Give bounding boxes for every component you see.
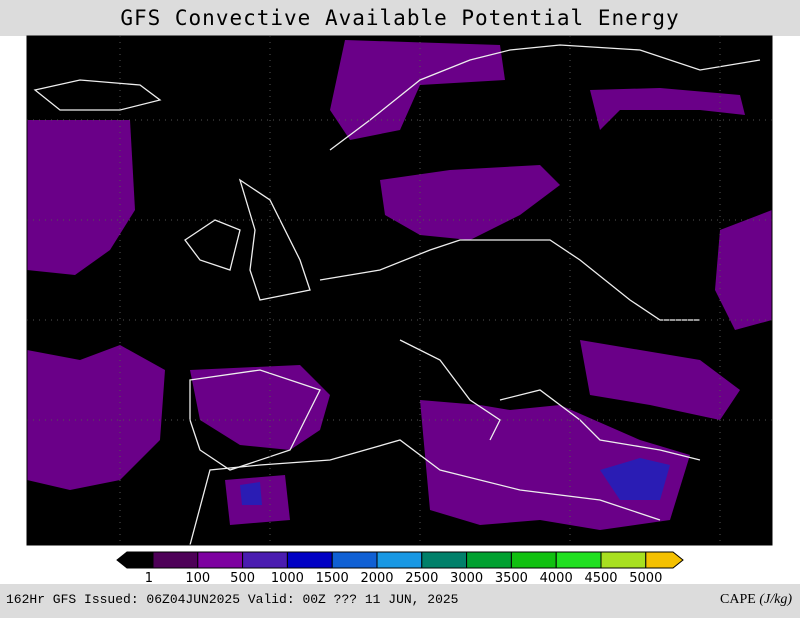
colorbar-label: 1000	[271, 571, 304, 584]
footer: 162Hr GFS Issued: 06Z04JUN2025 Valid: 00…	[0, 584, 800, 618]
colorbar-label: 1500	[316, 571, 349, 584]
coastlines	[33, 44, 761, 546]
quantity: CAPE	[720, 592, 756, 607]
colorbar-segment	[197, 551, 244, 569]
colorbar-segment	[152, 551, 199, 569]
colorbar-segment	[645, 551, 684, 569]
colorbar-segment	[242, 551, 288, 569]
colorbar-label: 500	[230, 571, 255, 584]
map-frame	[26, 35, 773, 546]
colorbar-label: 100	[185, 571, 210, 584]
colorbar-segment	[116, 551, 154, 569]
cape-core	[240, 482, 262, 505]
colorbar: 1 100 500 1000 1500 2000 2500 3000 3500 4000 4500 5…	[116, 551, 684, 584]
cape-areas	[27, 40, 772, 530]
map-svg: 1 100 500 1000 1500 2000 2500 3000 3500 4000 4500 5…	[26, 35, 773, 584]
colorbar-label: 2000	[360, 571, 393, 584]
colorbar-segment	[331, 551, 378, 569]
colorbar-segment	[510, 551, 557, 569]
colorbar-label: 5000	[629, 571, 662, 584]
title: GFS Convective Available Potential Energ…	[0, 0, 800, 36]
colorbar-label: 4000	[540, 571, 573, 584]
colorbar-segment	[421, 551, 468, 569]
cape-core	[600, 458, 670, 500]
run-info: 162Hr GFS Issued: 06Z04JUN2025 Valid: 00…	[6, 592, 459, 607]
colorbar-label: 3000	[450, 571, 483, 584]
field-label: CAPE (J/kg)	[720, 592, 792, 608]
colorbar-label: 3500	[495, 571, 528, 584]
colorbar-segment	[376, 551, 423, 569]
colorbar-label: 2500	[405, 571, 438, 584]
graticule	[27, 36, 772, 545]
colorbar-label: 1	[145, 571, 153, 584]
colorbar-segment	[286, 551, 333, 569]
colorbar-segment	[555, 551, 602, 569]
colorbar-segment	[466, 551, 512, 569]
colorbar-label: 4500	[584, 571, 617, 584]
colorbar-segment	[600, 551, 647, 569]
units: (J/kg)	[759, 592, 792, 607]
